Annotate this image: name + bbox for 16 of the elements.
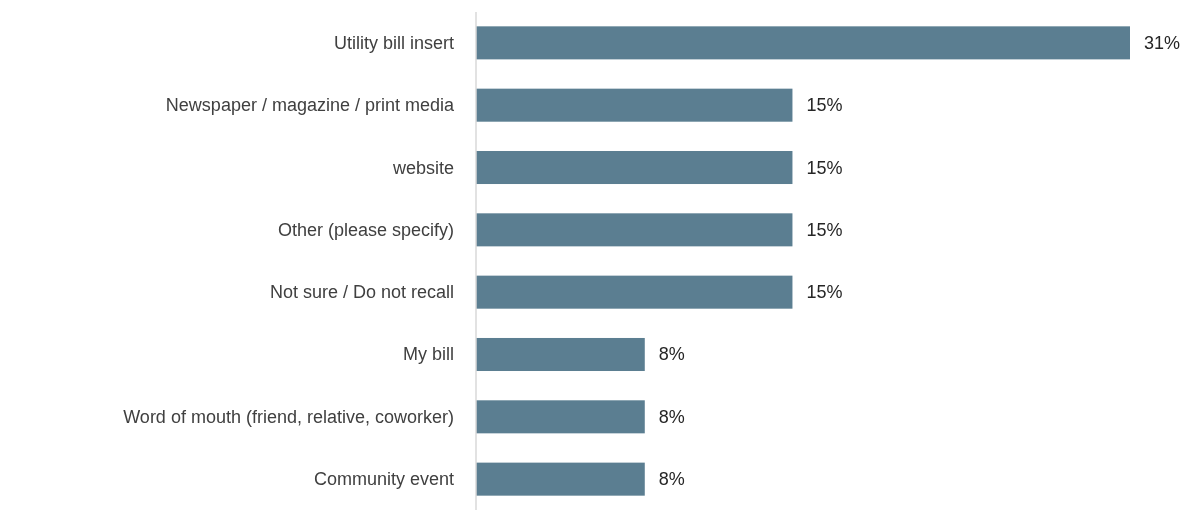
y-tick-label: Other (please specify) [277, 219, 454, 240]
y-tick-label: website [391, 157, 454, 178]
data-label: 15% [806, 95, 843, 116]
data-label: 15% [806, 219, 843, 240]
data-label: 8% [658, 344, 685, 365]
y-tick-label: Not sure / Do not recall [269, 282, 454, 303]
y-tick-label: Newspaper / magazine / print media [165, 95, 455, 116]
y-tick-label: My bill [402, 344, 454, 365]
data-label: 8% [658, 406, 685, 427]
data-label: 15% [806, 282, 843, 303]
y-tick-label: Word of mouth (friend, relative, coworker) [123, 406, 454, 427]
data-label: 15% [806, 157, 843, 178]
data-label: 31% [1144, 32, 1181, 53]
y-tick-label: Utility bill insert [333, 32, 454, 53]
y-tick-label: Community event [313, 469, 454, 490]
data-label: 8% [658, 469, 685, 490]
